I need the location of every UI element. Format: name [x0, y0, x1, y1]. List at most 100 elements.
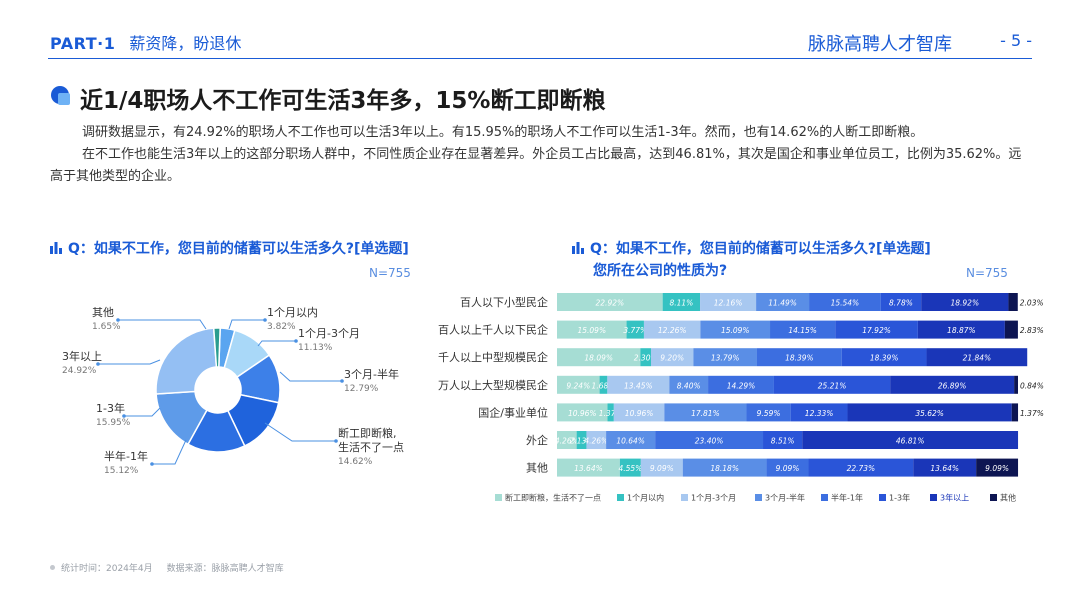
right-chart-question: Q：如果不工作，您目前的储蓄可以生活多久?[单选题]: [572, 238, 931, 258]
bar-segment: [557, 403, 608, 422]
donut-value-label: 15.95%: [96, 418, 131, 428]
footer-time: 统计时间：2024年4月: [61, 564, 153, 574]
donut-leader-dot: [96, 362, 100, 366]
legend-label: 1个月-3个月: [691, 494, 736, 503]
bar-chart-icon: [572, 242, 584, 254]
donut-leader-dot: [340, 379, 344, 383]
donut-leader-line: [257, 340, 296, 347]
bar-segment: [847, 403, 1012, 422]
bar-category-label: 外企: [526, 433, 548, 447]
donut-value-label: 3.82%: [267, 322, 296, 332]
donut-label: 半年-1年: [104, 449, 148, 463]
donut-leader-line: [124, 407, 161, 417]
bar-segment: [770, 320, 836, 339]
donut-leader-line: [279, 371, 342, 382]
bar-segment: [662, 293, 701, 311]
paragraph-1: 调研数据显示，有24.92%的职场人不工作也可以生活3年以上。有15.95%的职…: [50, 122, 1034, 144]
paragraph-2: 在不工作也能生活3年以上的这部分职场人群中，不同性质企业存在显著差异。外企员工占…: [50, 144, 1034, 188]
legend-swatch: [930, 494, 937, 501]
bar-segment: [640, 458, 683, 477]
legend-swatch: [681, 494, 688, 501]
bar-value-label: 4.26%: [555, 437, 579, 446]
donut-value-label: 14.62%: [338, 457, 373, 467]
bar-segment: [557, 431, 577, 449]
donut-leader-line: [152, 439, 187, 465]
bar-segment: [1014, 375, 1018, 394]
header-part: PART·1 薪资降，盼退休: [50, 30, 241, 54]
bar-value-label: 18.39%: [870, 354, 899, 363]
bar-value-label: 2.13%: [570, 437, 594, 446]
right-chart-n: N=755: [966, 266, 1008, 280]
bar-segment: [809, 293, 881, 311]
donut-slice: [212, 327, 221, 368]
bar-category-label: 千人以上中型规模民企: [438, 350, 548, 364]
donut-value-label: 12.79%: [344, 384, 379, 394]
right-chart-question-text: Q：如果不工作，您目前的储蓄可以生活多久?[单选题]: [590, 241, 931, 257]
bar-segment: [1004, 320, 1018, 339]
bar-value-label: 1.68%: [592, 381, 616, 390]
bar-value-label: 8.40%: [677, 381, 701, 390]
bar-value-label: 2.83%: [1020, 326, 1044, 335]
bar-value-label: 15.09%: [577, 326, 606, 335]
bar-segment: [746, 403, 791, 422]
bar-value-label: 3.77%: [623, 326, 647, 335]
bar-category-label: 百人以上千人以下民企: [438, 323, 548, 337]
bar-segment: [802, 431, 1019, 449]
footer: 统计时间：2024年4月 数据来源：脉脉高聘人才智库: [50, 561, 284, 574]
bar-segment: [921, 293, 1009, 311]
bar-segment: [557, 458, 620, 477]
bar-segment: [766, 458, 809, 477]
bar-segment: [763, 431, 803, 449]
bar-value-label: 8.78%: [889, 299, 913, 308]
page-title: 近1/4职场人不工作可生活3年多，15%断工即断粮: [80, 88, 606, 114]
bar-value-label: 10.96%: [568, 409, 597, 418]
bar-value-label: 2.30%: [634, 354, 658, 363]
bar-category-label: 百人以下小型民企: [460, 295, 548, 309]
bar-segment: [586, 431, 607, 449]
bar-segment: [557, 320, 627, 339]
legend-swatch: [879, 494, 886, 501]
bar-value-label: 12.33%: [805, 409, 834, 418]
bar-value-label: 17.81%: [691, 409, 720, 418]
bar-value-label: 9.09%: [985, 464, 1009, 473]
bar-value-label: 4.55%: [618, 464, 642, 473]
bar-segment: [1011, 403, 1019, 422]
bar-value-label: 14.15%: [788, 326, 817, 335]
bar-segment: [599, 375, 608, 394]
legend-label: 半年-1年: [831, 493, 863, 503]
bar-value-label: 9.09%: [650, 464, 674, 473]
bar-value-label: 22.92%: [596, 299, 625, 308]
bar-segment: [1008, 293, 1018, 311]
bar-segment: [669, 375, 709, 394]
header-divider: [48, 58, 1032, 59]
legend-swatch: [495, 494, 502, 501]
bar-value-label: 23.40%: [695, 437, 724, 446]
left-chart-n: N=755: [369, 266, 411, 280]
bar-segment: [557, 293, 663, 311]
donut-label: 生活不了一点: [338, 440, 404, 454]
footer-source: 数据来源：脉脉高聘人才智库: [166, 564, 284, 574]
bar-segment: [693, 348, 757, 367]
donut-value-label: 1.65%: [92, 322, 121, 332]
bar-value-label: 13.64%: [574, 464, 603, 473]
bar-segment: [700, 320, 771, 339]
bar-value-label: 1.37%: [599, 409, 623, 418]
donut-label: 1个月以内: [267, 305, 318, 319]
bar-value-label: 18.92%: [950, 299, 979, 308]
bar-value-label: 13.45%: [624, 381, 653, 390]
bar-segment: [619, 458, 641, 477]
bar-value-label: 8.51%: [771, 437, 795, 446]
bar-chart-icon: [50, 242, 62, 254]
legend-swatch: [755, 494, 762, 501]
left-chart-question-text: Q：如果不工作，您目前的储蓄可以生活多久?[单选题]: [68, 241, 409, 257]
bar-value-label: 46.81%: [896, 437, 925, 446]
page-number: - 5 -: [1000, 31, 1032, 50]
bar-segment: [606, 431, 656, 449]
bar-segment: [890, 375, 1015, 394]
bar-value-label: 15.09%: [721, 326, 750, 335]
bar-value-label: 25.21%: [818, 381, 847, 390]
donut-leader-line: [98, 359, 161, 365]
bar-value-label: 1.37%: [1020, 409, 1044, 418]
bar-category-label: 其他: [526, 462, 548, 475]
